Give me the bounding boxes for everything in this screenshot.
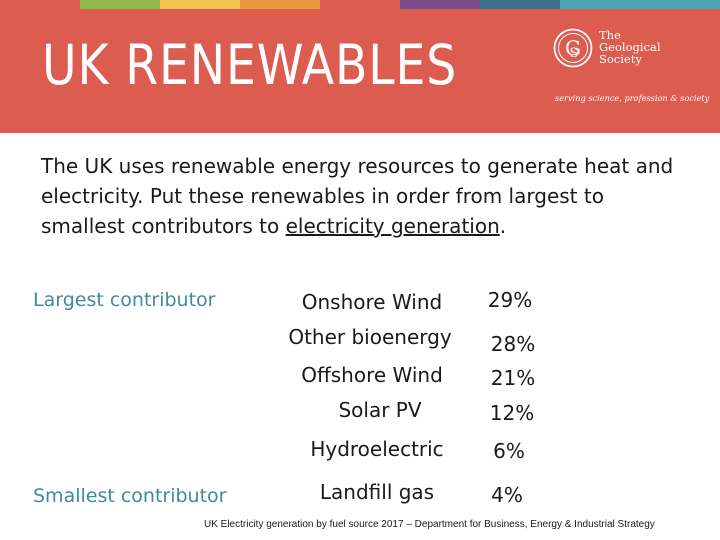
source-percent: 12% xyxy=(489,401,535,425)
source-percent: 28% xyxy=(490,332,536,356)
source-name: Onshore Wind xyxy=(301,290,443,314)
smallest-contributor-label: Smallest contributor xyxy=(33,485,227,507)
page-title: UK RENEWABLES xyxy=(42,33,458,97)
strip-segment-3 xyxy=(160,0,240,9)
source-percent: 21% xyxy=(490,366,536,390)
strip-segment-2 xyxy=(80,0,160,9)
strip-segment-6 xyxy=(400,0,480,9)
svg-text:S: S xyxy=(570,46,579,61)
source-percent: 6% xyxy=(493,439,525,463)
svg-text:G: G xyxy=(565,36,581,60)
intro-emphasis: electricity generation xyxy=(285,214,500,238)
society-name-line-2: Geological xyxy=(599,40,661,54)
strip-segment-5 xyxy=(320,0,400,9)
source-name: Solar PV xyxy=(338,398,422,422)
color-strip xyxy=(0,0,720,9)
source-citation: UK Electricity generation by fuel source… xyxy=(204,519,655,530)
society-name-line-3: Society xyxy=(599,52,642,66)
intro-paragraph: The UK uses renewable energy resources t… xyxy=(41,151,681,241)
strip-segment-4 xyxy=(240,0,320,9)
intro-end: . xyxy=(499,214,507,238)
society-name-line-1: The xyxy=(599,28,621,42)
source-name: Offshore Wind xyxy=(301,363,443,387)
strip-segment-7 xyxy=(480,0,560,9)
source-percent: 29% xyxy=(487,288,533,312)
geological-society-seal-icon: G S xyxy=(553,28,593,68)
largest-contributor-label: Largest contributor xyxy=(33,289,216,311)
geological-society-logo: G S The Geological Society serving scien… xyxy=(553,28,710,108)
title-banner: UK RENEWABLES G S The Geological Society… xyxy=(0,9,720,133)
society-tagline: serving science, profession & society xyxy=(555,93,710,103)
strip-segment-1 xyxy=(0,0,80,9)
society-name: The Geological Society xyxy=(599,29,699,65)
strip-segment-8 xyxy=(560,0,720,9)
source-percent: 4% xyxy=(491,483,523,507)
source-name: Hydroelectric xyxy=(310,437,444,461)
intro-text: The UK uses renewable energy resources t… xyxy=(41,154,674,238)
source-name: Landfill gas xyxy=(319,480,435,504)
source-name: Other bioenergy xyxy=(288,325,452,349)
